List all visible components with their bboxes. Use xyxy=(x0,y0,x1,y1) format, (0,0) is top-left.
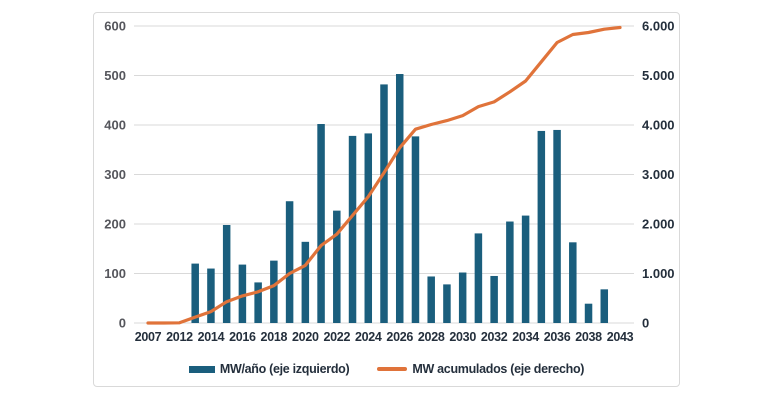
bar-mw-per-year xyxy=(285,201,294,323)
bar-mw-per-year xyxy=(380,84,388,323)
bar-mw-per-year xyxy=(254,282,262,323)
right-axis-tick-label: 5.000 xyxy=(642,68,675,83)
bar-mw-per-year xyxy=(364,133,373,323)
x-axis-tick-label: 2016 xyxy=(229,330,256,344)
bar-mw-per-year xyxy=(600,289,609,323)
x-axis-tick-label: 2018 xyxy=(261,330,288,344)
right-axis-tick-label: 4.000 xyxy=(642,118,675,133)
x-axis-tick-label: 2026 xyxy=(386,330,413,344)
bar-mw-per-year xyxy=(569,242,577,323)
left-axis-tick-label: 400 xyxy=(104,118,126,133)
x-axis-tick-label: 2030 xyxy=(449,330,476,344)
bar-mw-per-year xyxy=(474,233,483,323)
bar-mw-per-year xyxy=(207,268,215,323)
right-axis-tick-label: 6.000 xyxy=(642,19,675,34)
left-axis-tick-label: 600 xyxy=(104,19,126,34)
chart-svg: 600 6.000 500 5.000 400 4.000 300 3.000 200 2.000… xyxy=(104,19,675,345)
x-axis-tick-label: 2007 xyxy=(135,330,162,344)
x-axis-tick-label: 2022 xyxy=(323,330,350,344)
bar-mw-per-year xyxy=(348,135,357,323)
legend-item-mw-cumulative: MW acumulados (eje derecho) xyxy=(377,362,584,376)
bar-mw-per-year xyxy=(553,129,561,323)
chart-legend: MW/año (eje izquierdo) MW acumulados (ej… xyxy=(94,358,679,380)
left-axis-tick-label: 200 xyxy=(104,217,126,232)
x-axis-tick-label: 2034 xyxy=(512,330,539,344)
right-axis-tick-label: 0 xyxy=(642,316,649,331)
left-axis-tick-label: 100 xyxy=(104,266,126,281)
legend-label-mw-per-year: MW/año (eje izquierdo) xyxy=(219,362,350,376)
right-axis-tick-label: 3.000 xyxy=(642,167,675,182)
bar-mw-per-year xyxy=(317,124,325,323)
bar-mw-per-year xyxy=(584,303,593,323)
bar-mw-per-year xyxy=(191,263,199,323)
bar-mw-per-year xyxy=(521,215,530,323)
bar-mw-per-year xyxy=(458,272,467,323)
bar-mw-per-year xyxy=(427,276,435,323)
x-axis-tick-label: 2020 xyxy=(292,330,319,344)
x-axis-tick-label: 2036 xyxy=(544,330,571,344)
bar-mw-per-year xyxy=(506,221,514,323)
bar-mw-per-year xyxy=(222,224,231,323)
right-axis-tick-label: 1.000 xyxy=(642,266,675,281)
x-axis-tick-label: 2024 xyxy=(355,330,382,344)
x-axis-tick-label: 2038 xyxy=(575,330,602,344)
legend-item-mw-per-year: MW/año (eje izquierdo) xyxy=(188,362,350,376)
bar-series-swatch xyxy=(188,365,215,373)
cumulative-line xyxy=(146,25,622,325)
left-axis-tick-label: 0 xyxy=(119,316,126,331)
bar-mw-per-year xyxy=(270,260,278,323)
bar-mw-per-year xyxy=(411,136,420,323)
bar-mw-per-year xyxy=(443,284,451,323)
left-axis-tick-label: 500 xyxy=(104,68,126,83)
right-axis-tick-label: 2.000 xyxy=(642,217,675,232)
x-axis-tick-label: 2014 xyxy=(198,330,225,344)
legend-label-mw-cumulative: MW acumulados (eje derecho) xyxy=(412,362,585,376)
bar-mw-per-year xyxy=(490,275,498,323)
x-axis-tick-label: 2043 xyxy=(607,330,634,344)
bar-mw-per-year xyxy=(395,74,404,323)
left-axis-tick-label: 300 xyxy=(104,167,126,182)
bar-mw-per-year xyxy=(537,130,546,323)
chart-card: 600 6.000 500 5.000 400 4.000 300 3.000 200 2.000… xyxy=(93,12,680,387)
bar-mw-per-year xyxy=(301,241,310,323)
line-series-swatch xyxy=(377,367,408,371)
x-axis-tick-label: 2032 xyxy=(481,330,508,344)
bar-mw-per-year xyxy=(333,210,341,323)
bar-mw-per-year xyxy=(238,264,247,323)
x-axis-tick-label: 2028 xyxy=(418,330,445,344)
x-axis-tick-label: 2012 xyxy=(166,330,193,344)
